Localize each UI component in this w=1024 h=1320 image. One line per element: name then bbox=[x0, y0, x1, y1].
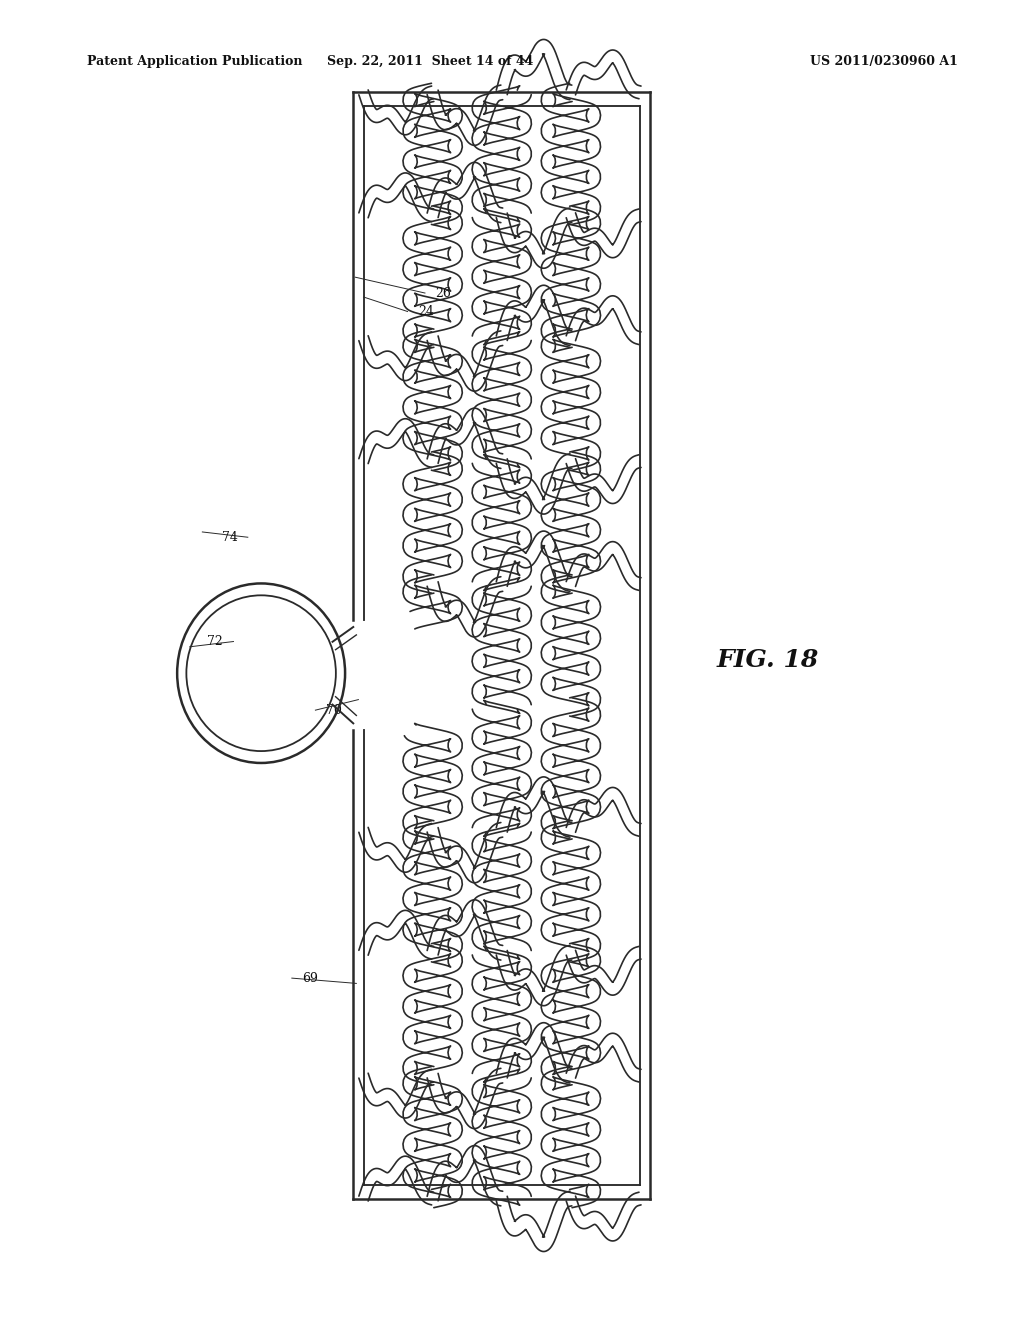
Text: 26: 26 bbox=[435, 286, 452, 300]
Text: 70: 70 bbox=[326, 704, 342, 717]
Text: Sep. 22, 2011  Sheet 14 of 44: Sep. 22, 2011 Sheet 14 of 44 bbox=[327, 55, 534, 69]
Text: 72: 72 bbox=[208, 635, 223, 648]
Text: 69: 69 bbox=[302, 972, 318, 985]
Text: FIG. 18: FIG. 18 bbox=[717, 648, 819, 672]
Text: 74: 74 bbox=[221, 531, 238, 544]
Text: 24: 24 bbox=[418, 305, 434, 318]
Text: Patent Application Publication: Patent Application Publication bbox=[87, 55, 302, 69]
Text: US 2011/0230960 A1: US 2011/0230960 A1 bbox=[810, 55, 957, 69]
